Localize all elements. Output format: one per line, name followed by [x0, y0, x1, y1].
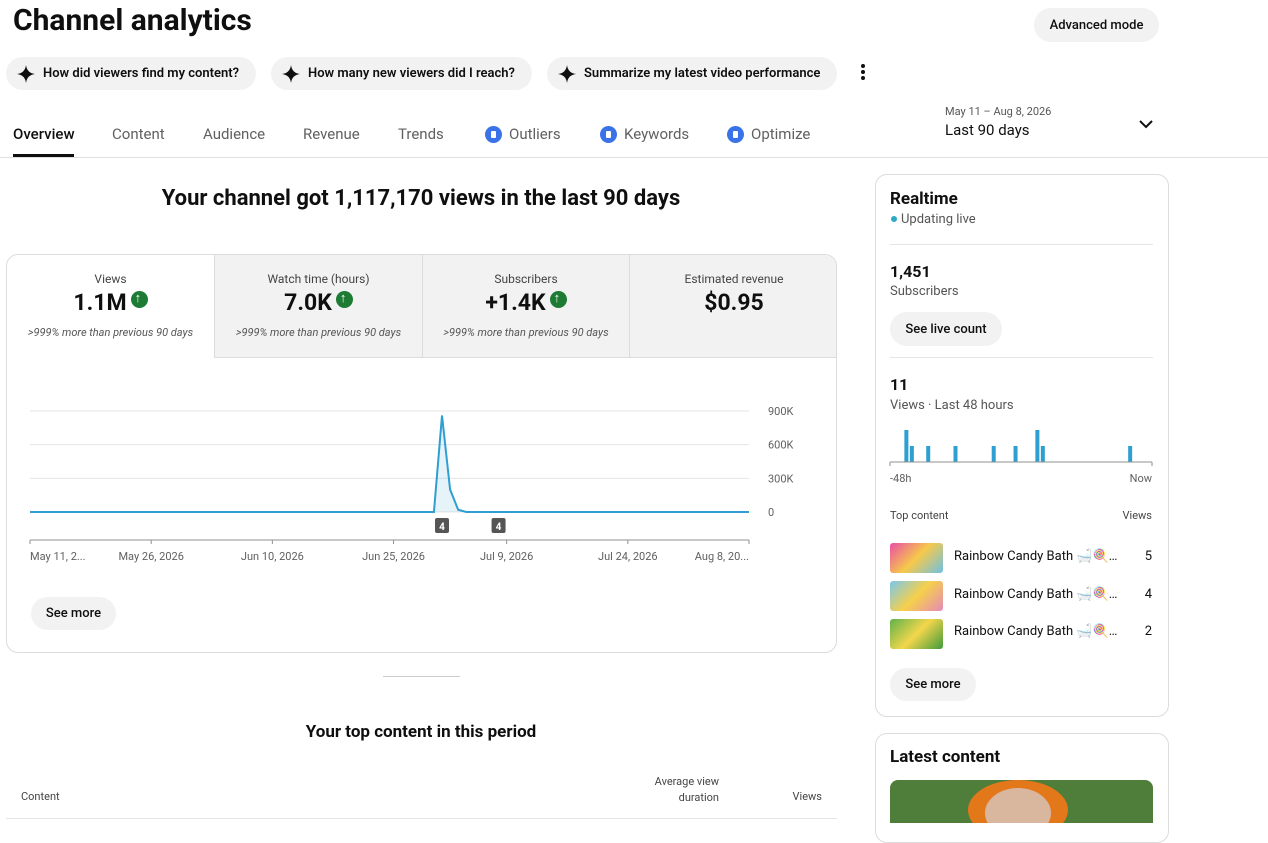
prompt-text: How did viewers find my content?	[43, 66, 240, 81]
metric-cell[interactable]: Views 1.1M >999% more than previous 90 d…	[7, 255, 214, 358]
thumbnail[interactable]	[890, 619, 943, 649]
up-icon	[335, 290, 353, 308]
sparkle-icon	[558, 65, 576, 83]
tab-icon	[727, 126, 744, 143]
tab-underline	[13, 154, 74, 157]
live-dot	[891, 216, 897, 222]
subscriber-count: 1,451	[890, 262, 931, 281]
realtime-status: Updating live	[901, 212, 976, 227]
subscriber-label: Subscribers	[890, 284, 959, 299]
up-icon	[549, 290, 567, 308]
prompt-chip[interactable]: How did viewers find my content?	[6, 57, 256, 90]
date-range-chevron[interactable]	[1138, 117, 1154, 131]
date-range-label[interactable]: Last 90 days	[945, 121, 1030, 139]
divider	[890, 357, 1153, 358]
tab[interactable]: Optimize	[751, 125, 811, 143]
views-label: Views · Last 48 hours	[890, 398, 1014, 413]
tab[interactable]: Revenue	[303, 125, 360, 143]
tab[interactable]: Audience	[203, 125, 266, 143]
more-menu[interactable]	[856, 63, 870, 83]
content-views: 5	[1144, 549, 1152, 564]
metric-value: $0.95	[704, 289, 764, 316]
metric-value-row: 7.0K	[215, 289, 422, 316]
tab[interactable]: Outliers	[509, 125, 561, 143]
sparkle-icon	[17, 65, 35, 83]
tab[interactable]: Trends	[398, 125, 444, 143]
advanced-mode-button[interactable]: Advanced mode	[1034, 8, 1159, 42]
latest-title: Latest content	[890, 747, 1001, 767]
top-content-title: Your top content in this period	[305, 722, 537, 742]
content-title[interactable]: Rainbow Candy Bath 🛁🍭…	[954, 624, 1118, 639]
prompt-chip[interactable]: How many new viewers did I reach?	[271, 57, 532, 90]
tab-divider	[0, 157, 1268, 158]
tab[interactable]: Overview	[13, 125, 75, 143]
metric-label: Watch time (hours)	[267, 272, 370, 286]
metric-label: Views	[94, 272, 127, 286]
metric-value: 7.0K	[284, 289, 332, 316]
section-divider	[383, 676, 460, 677]
metric-note: >999% more than previous 90 days	[443, 326, 609, 339]
divider	[890, 244, 1153, 245]
metric-cell[interactable]: Subscribers +1.4K >999% more than previo…	[422, 255, 629, 358]
prompt-text: Summarize my latest video performance	[584, 66, 821, 81]
metric-value: 1.1M	[73, 289, 127, 316]
top-content-label: Top content	[890, 509, 949, 522]
metric-value: +1.4K	[485, 289, 546, 316]
see-live-count-button[interactable]: See live count	[890, 312, 1002, 346]
page: Channel analytics { "header": {"title": …	[0, 0, 1268, 823]
tab-icon	[600, 126, 617, 143]
views-count: 11	[890, 375, 909, 394]
overview-card: Views 1.1M >999% more than previous 90 d…	[6, 254, 837, 653]
metric-cell[interactable]: Watch time (hours) 7.0K >999% more than …	[214, 255, 422, 358]
metric-note: >999% more than previous 90 days	[27, 326, 194, 339]
headline: Your channel got 1,117,170 views in the …	[161, 186, 681, 211]
latest-thumbnail[interactable]	[890, 780, 1153, 823]
tab-icon	[485, 126, 502, 143]
metric-value-row: 1.1M	[7, 289, 214, 316]
metric-value-row: +1.4K	[423, 289, 629, 316]
metric-label: Subscribers	[494, 272, 558, 286]
table-divider	[6, 818, 837, 819]
see-more-button[interactable]: See more	[31, 597, 116, 630]
tab[interactable]: Keywords	[624, 125, 690, 143]
prompt-text: How many new viewers did I reach?	[308, 66, 515, 81]
sparkle-icon	[282, 65, 300, 83]
column-header: Average view duration	[654, 775, 719, 804]
thumbnail[interactable]	[890, 543, 943, 573]
metric-note: >999% more than previous 90 days	[235, 326, 402, 339]
tab[interactable]: Content	[112, 125, 165, 143]
thumbnail[interactable]	[890, 581, 943, 611]
realtime-title: Realtime	[890, 189, 958, 209]
column-header: Content	[21, 790, 60, 803]
content-title[interactable]: Rainbow Candy Bath 🛁🍭…	[954, 587, 1118, 602]
prompt-chip[interactable]: Summarize my latest video performance	[547, 57, 837, 90]
metric-cell[interactable]: Estimated revenue $0.95	[629, 255, 836, 358]
column-header: Views	[792, 790, 822, 803]
page-body: Channel analytics Advanced mode How did …	[0, 0, 1268, 823]
date-range-dates: May 11 – Aug 8, 2026	[945, 105, 1052, 118]
content-views: 4	[1144, 587, 1152, 602]
see-more-button[interactable]: See more	[890, 668, 976, 701]
views-column-label: Views	[1122, 509, 1152, 522]
content-views: 2	[1144, 624, 1152, 639]
metric-label: Estimated revenue	[684, 272, 784, 286]
page-title: Channel analytics	[13, 3, 252, 38]
up-icon	[130, 290, 148, 308]
thumbnail-shape	[985, 788, 1051, 823]
content-title[interactable]: Rainbow Candy Bath 🛁🍭…	[954, 549, 1118, 564]
